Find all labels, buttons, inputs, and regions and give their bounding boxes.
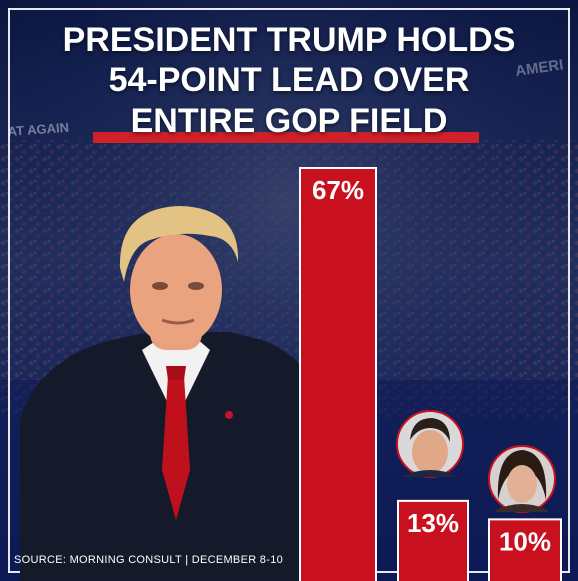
banner-text-left: AT AGAIN bbox=[7, 120, 69, 139]
bars-group: 67% 13% 10% bbox=[299, 167, 562, 581]
desantis-avatar bbox=[396, 410, 464, 478]
data-label-trump: 67% bbox=[312, 175, 364, 205]
bar-haley bbox=[488, 518, 562, 581]
haley-avatar bbox=[488, 445, 556, 513]
trump-photo bbox=[20, 206, 338, 581]
data-label-desantis: 13% bbox=[407, 508, 459, 538]
source-note: SOURCE: MORNING CONSULT | DECEMBER 8-10 bbox=[14, 554, 284, 566]
data-label-haley: 10% bbox=[499, 526, 551, 556]
title-underline bbox=[93, 132, 479, 143]
bar-trump bbox=[299, 167, 377, 581]
chart-title-line-3: ENTIRE GOP FIELD bbox=[0, 101, 578, 141]
chart-title-line-2: 54-POINT LEAD OVER bbox=[108, 61, 470, 99]
frame-right bbox=[568, 8, 570, 573]
chart-title-line-1: PRESIDENT TRUMP HOLDS bbox=[62, 21, 516, 59]
bar-desantis bbox=[397, 499, 469, 581]
frame-left bbox=[8, 8, 10, 573]
frame-top bbox=[8, 8, 570, 10]
chart-title-line-3-text: ENTIRE GOP FIELD bbox=[130, 102, 448, 140]
banner-text-right: AMERI bbox=[514, 56, 564, 80]
